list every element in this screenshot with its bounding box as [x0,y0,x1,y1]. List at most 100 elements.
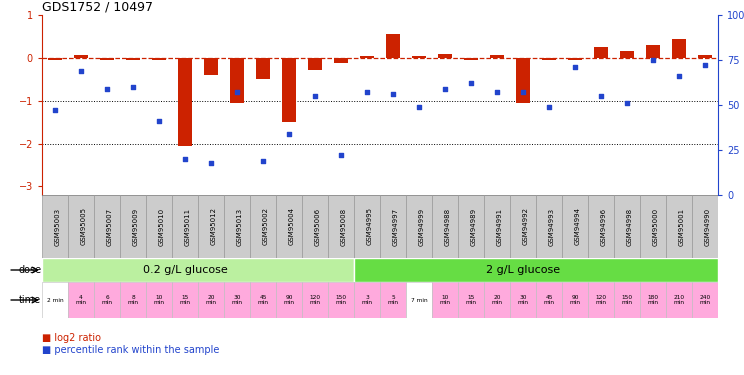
FancyBboxPatch shape [198,195,224,258]
FancyBboxPatch shape [510,195,536,258]
Text: GSM95004: GSM95004 [289,207,295,246]
FancyBboxPatch shape [276,282,302,318]
FancyBboxPatch shape [302,282,328,318]
Bar [308,58,322,70]
Text: 2 g/L glucose: 2 g/L glucose [486,265,560,275]
Point [101,86,113,92]
Bar [100,58,114,60]
Text: GSM94990: GSM94990 [705,207,711,246]
Text: 120
min: 120 min [595,295,606,305]
Bar [594,47,608,58]
FancyBboxPatch shape [380,282,406,318]
Point [335,152,347,158]
Text: GSM94991: GSM94991 [497,207,503,246]
Point [673,73,685,79]
FancyBboxPatch shape [614,195,640,258]
Text: GSM95012: GSM95012 [211,207,217,246]
Point [413,104,425,110]
Bar [568,58,582,60]
Point [699,62,711,68]
FancyBboxPatch shape [588,282,614,318]
Bar [672,39,686,58]
Bar [386,34,400,58]
Bar [204,58,218,75]
Text: 10
min: 10 min [440,295,451,305]
Text: 240
min: 240 min [699,295,711,305]
Bar [490,55,504,58]
Bar [42,258,354,282]
Text: 30
min: 30 min [518,295,528,305]
FancyBboxPatch shape [588,195,614,258]
FancyBboxPatch shape [68,282,94,318]
FancyBboxPatch shape [94,195,120,258]
Text: 210
min: 210 min [673,295,684,305]
Text: GSM95001: GSM95001 [679,207,685,246]
Text: GSM95013: GSM95013 [237,207,243,246]
FancyBboxPatch shape [562,195,588,258]
Text: GSM94993: GSM94993 [549,207,555,246]
FancyBboxPatch shape [120,282,146,318]
Text: GSM94998: GSM94998 [627,207,633,246]
Bar [74,55,88,58]
Bar [256,58,270,79]
Point [231,89,243,95]
Point [309,93,321,99]
Text: 45
min: 45 min [257,295,269,305]
Text: GSM94999: GSM94999 [419,207,425,246]
Text: dose: dose [18,265,41,275]
Text: 2 min: 2 min [47,297,63,303]
FancyBboxPatch shape [120,195,146,258]
Text: 20
min: 20 min [492,295,502,305]
Bar [360,56,374,58]
Text: 20
min: 20 min [205,295,217,305]
Text: 8
min: 8 min [127,295,138,305]
Point [205,160,217,166]
Point [49,107,61,113]
FancyBboxPatch shape [198,282,224,318]
Point [387,91,399,97]
FancyBboxPatch shape [406,282,432,318]
FancyBboxPatch shape [666,282,692,318]
FancyBboxPatch shape [536,282,562,318]
Text: 90
min: 90 min [283,295,295,305]
FancyBboxPatch shape [614,282,640,318]
Bar [464,58,478,60]
FancyBboxPatch shape [42,195,68,258]
Text: 5
min: 5 min [388,295,399,305]
FancyBboxPatch shape [458,282,484,318]
Bar [48,58,62,60]
FancyBboxPatch shape [380,195,406,258]
Text: GSM95000: GSM95000 [653,207,659,246]
Text: 150
min: 150 min [336,295,347,305]
FancyBboxPatch shape [536,195,562,258]
Point [465,80,477,86]
Bar [516,58,530,103]
Text: GSM94995: GSM94995 [367,207,373,246]
FancyBboxPatch shape [328,282,354,318]
Point [153,118,165,124]
Bar [334,58,348,63]
FancyBboxPatch shape [224,282,250,318]
FancyBboxPatch shape [562,282,588,318]
Point [491,89,503,95]
Bar [620,51,634,58]
Text: GSM94992: GSM94992 [523,207,529,246]
Text: time: time [19,295,41,305]
Bar [152,58,166,60]
Text: 90
min: 90 min [569,295,580,305]
Text: 150
min: 150 min [621,295,632,305]
FancyBboxPatch shape [42,282,68,318]
Text: 3
min: 3 min [362,295,373,305]
FancyBboxPatch shape [640,195,666,258]
FancyBboxPatch shape [692,282,718,318]
Point [595,93,607,99]
FancyBboxPatch shape [406,195,432,258]
Text: GSM95003: GSM95003 [55,207,61,246]
FancyBboxPatch shape [224,195,250,258]
Text: GSM95005: GSM95005 [81,207,87,246]
Bar [230,58,244,103]
Text: 15
min: 15 min [179,295,190,305]
Text: 180
min: 180 min [647,295,658,305]
Text: 10
min: 10 min [153,295,164,305]
Bar [412,56,426,58]
